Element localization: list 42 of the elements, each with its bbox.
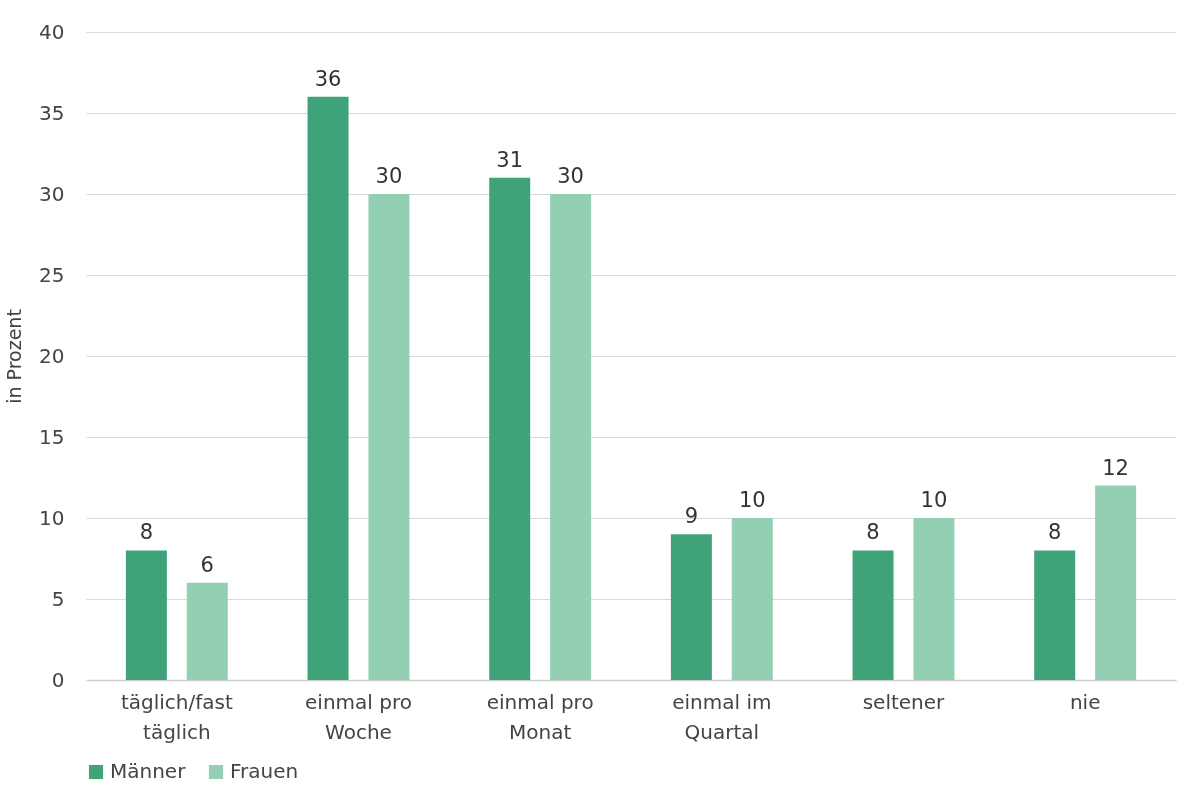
x-tick-label: einmal pro Woche [305,689,412,744]
data-label: 10 [738,488,766,512]
x-tick-label: einmal im Quartal [672,689,772,744]
y-tick-label: 40 [39,19,65,44]
y-axis-title: in Prozent [3,309,26,404]
data-label: 8 [139,520,154,545]
bar [489,177,531,680]
y-tick-label: 10 [39,505,65,530]
y-tick-label: 5 [51,586,65,611]
bar [1034,550,1076,680]
data-label: 6 [200,552,214,577]
bar [852,550,894,680]
x-tick-label: täglich/fast täglich [120,689,233,744]
x-tick-label: nie [1069,689,1101,714]
data-label: 8 [866,520,880,545]
y-tick-label: 25 [39,262,65,287]
legend-label: Männer [110,759,187,783]
legend-label: Frauen [230,759,299,783]
data-label: 30 [557,164,584,188]
bar [731,518,773,680]
y-tick-label: 20 [39,343,65,368]
y-tick-label: 30 [39,181,65,206]
data-label: 10 [920,488,948,512]
x-tick-label: seltener [862,689,946,714]
data-label: 8 [1048,520,1062,545]
y-tick-label: 15 [39,424,65,449]
data-label: 36 [314,66,342,91]
bar [307,96,349,680]
bar [1095,485,1137,680]
bar [550,194,592,680]
bar [670,534,712,680]
data-label: 9 [684,504,699,529]
y-tick-label: 35 [39,100,65,125]
bar [913,518,955,680]
data-label: 31 [496,147,524,172]
bar [186,582,228,680]
data-label: 30 [375,164,403,188]
data-label: 12 [1102,455,1129,480]
x-tick-label: einmal pro Monat [486,689,594,744]
bar [125,550,167,680]
y-tick-label: 0 [51,667,65,692]
bar [368,194,410,680]
